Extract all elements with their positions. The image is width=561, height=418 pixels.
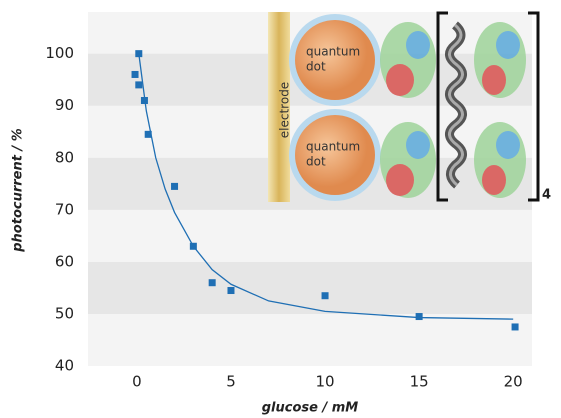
x-tick-label: 15	[410, 373, 429, 391]
y-tick-label: 40	[55, 357, 74, 375]
x-tick-label: 10	[316, 373, 335, 391]
annotation: dot	[306, 155, 326, 169]
y-tick-label: 70	[55, 200, 74, 218]
grid-band	[88, 314, 532, 366]
grid-band	[88, 210, 532, 262]
y-tick-label: 80	[55, 148, 74, 166]
annotation: dot	[306, 60, 326, 74]
y-tick-label: 50	[55, 304, 74, 322]
y-tick-label: 100	[45, 44, 74, 62]
x-tick-label: 5	[226, 373, 236, 391]
annotation: electrode	[278, 82, 292, 138]
annotation: quantum	[306, 45, 360, 59]
y-axis-label: photocurrent / %	[11, 128, 26, 253]
y-tick-label: 90	[55, 96, 74, 114]
grid-band	[88, 262, 532, 314]
point	[171, 183, 178, 190]
y-tick-label: 60	[55, 252, 74, 270]
point	[322, 292, 329, 299]
point	[209, 279, 216, 286]
annotation: quantum	[306, 140, 360, 154]
annotation: 4	[542, 188, 551, 203]
point	[416, 313, 423, 320]
point	[512, 323, 519, 330]
chart: electrode quantum dot quantum dot 4 gluc…	[0, 0, 561, 418]
x-tick-label: 0	[132, 373, 142, 391]
x-tick-label: 20	[504, 373, 523, 391]
x-axis-label: glucose / mM	[262, 401, 359, 416]
point	[135, 81, 142, 88]
point	[227, 287, 234, 294]
point	[132, 71, 139, 78]
